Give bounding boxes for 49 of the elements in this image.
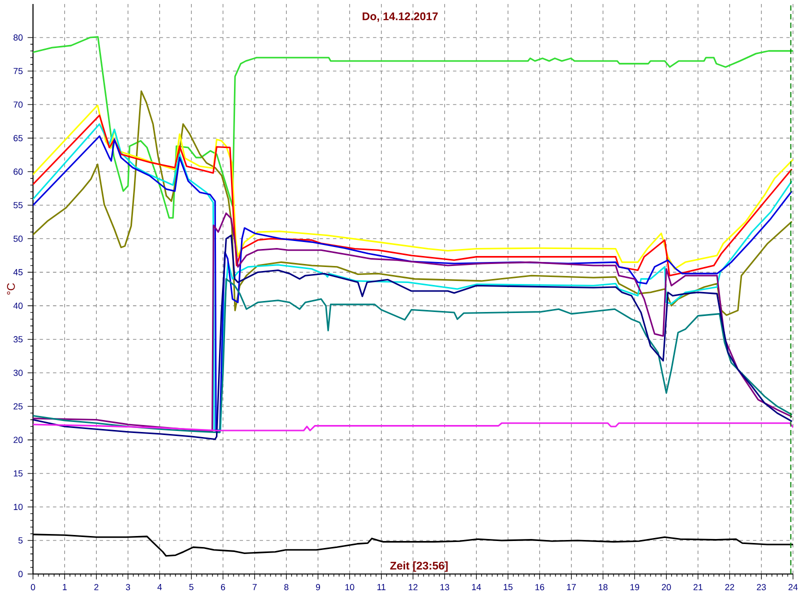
x-axis-title: Zeit [23:56]: [390, 561, 448, 572]
y-tick-label: 25: [14, 403, 23, 410]
x-tick-label: 22: [725, 584, 734, 590]
text: Do, 14.12.2017: [362, 12, 438, 22]
x-tick-label: 4: [157, 584, 162, 590]
y-tick-label: 60: [14, 168, 23, 175]
x-tick-label: 16: [535, 584, 544, 590]
x-tick-label: 18: [598, 584, 608, 590]
y-tick-label: 30: [14, 370, 23, 376]
x-tick-label: 2: [94, 584, 98, 590]
y-tick-label: 75: [14, 68, 23, 74]
x-tick-label: 17: [567, 584, 576, 590]
y-tick-label: 20: [14, 436, 23, 443]
y-tick-label: 5: [18, 537, 23, 544]
y-tick-label: 45: [13, 269, 23, 276]
x-tick-label: 15: [504, 584, 513, 590]
x-tick-label: 10: [345, 584, 354, 590]
x-tick-label: 19: [630, 584, 640, 590]
x-tick-label: 1: [62, 584, 67, 590]
y-tick-label: 80: [14, 34, 23, 41]
x-tick-label: 3: [126, 584, 130, 590]
y-tick-label: 55: [14, 202, 23, 208]
x-tick-label: 13: [440, 584, 450, 590]
x-tick-label: 11: [377, 584, 386, 590]
y-tick-label: 40: [13, 302, 23, 309]
y-tick-label: 50: [14, 236, 23, 242]
y-tick-label: 15: [14, 470, 23, 476]
x-tick-label: 6: [220, 584, 226, 590]
x-tick-label: 8: [284, 584, 288, 590]
x-tick-label: 24: [788, 584, 798, 590]
y-tick-label: 0: [18, 570, 23, 578]
x-tick-label: 5: [189, 584, 194, 590]
x-tick-label: 20: [662, 584, 671, 590]
line-series: [33, 36, 794, 219]
line-series: [33, 278, 792, 434]
y-tick-label: 10: [14, 504, 23, 510]
x-tick-label: 0: [30, 584, 36, 590]
y-tick-label: 65: [14, 135, 23, 142]
x-tick-label: 14: [472, 584, 481, 590]
line-series: [33, 90, 792, 316]
x-tick-label: 12: [408, 584, 418, 590]
x-tick-label: 21: [694, 584, 702, 590]
x-tick-label: 23: [756, 584, 766, 590]
y-tick-label: 70: [14, 101, 23, 108]
x-tick-label: 9: [316, 584, 320, 590]
y-tick-label: 35: [14, 336, 23, 342]
line-series: [33, 422, 794, 432]
y-axis-title: °C: [7, 283, 15, 295]
x-tick-label: 7: [252, 584, 257, 590]
